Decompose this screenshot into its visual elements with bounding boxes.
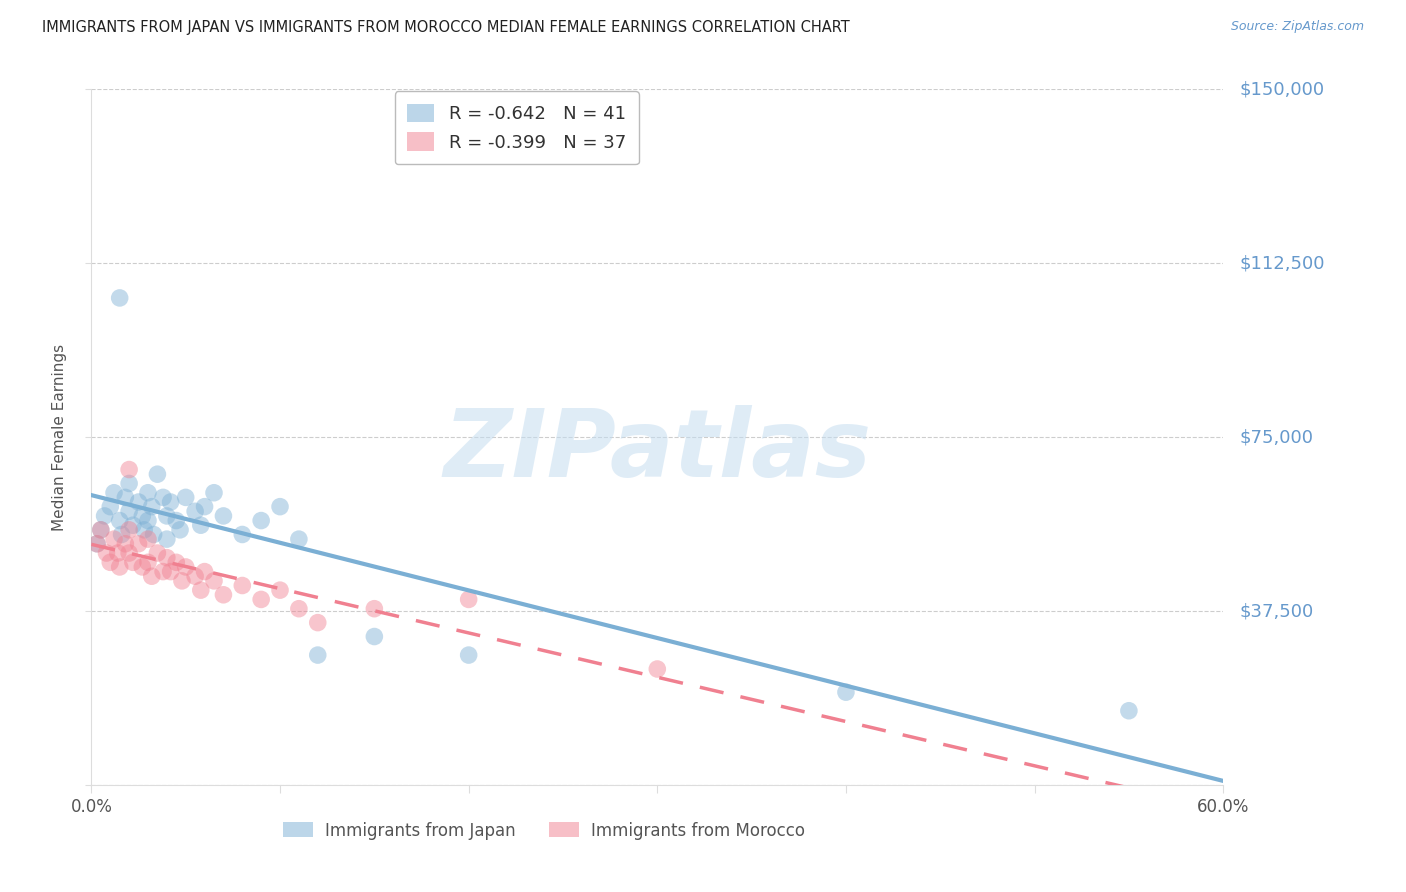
Point <box>269 500 291 514</box>
Point <box>288 601 311 615</box>
Point <box>457 648 479 662</box>
Point <box>142 527 165 541</box>
Point <box>128 537 150 551</box>
Point <box>165 555 187 569</box>
Point <box>190 583 212 598</box>
Point <box>202 574 225 588</box>
Point <box>363 601 385 615</box>
Point <box>193 500 217 514</box>
Point <box>86 537 108 551</box>
Point <box>118 546 141 560</box>
Point <box>269 583 291 598</box>
Point <box>307 615 329 630</box>
Point <box>107 546 129 560</box>
Point <box>118 462 141 476</box>
Point <box>86 537 108 551</box>
Point <box>193 565 217 579</box>
Point <box>835 685 858 699</box>
Point <box>122 518 145 533</box>
Point <box>131 508 153 523</box>
Text: Source: ZipAtlas.com: Source: ZipAtlas.com <box>1230 20 1364 33</box>
Point <box>114 537 136 551</box>
Point <box>108 560 131 574</box>
Point <box>98 500 121 514</box>
Point <box>156 532 179 546</box>
Point <box>156 550 179 565</box>
Legend: Immigrants from Japan, Immigrants from Morocco: Immigrants from Japan, Immigrants from M… <box>277 815 811 847</box>
Point <box>457 592 479 607</box>
Point <box>118 523 141 537</box>
Point <box>1118 704 1140 718</box>
Y-axis label: Median Female Earnings: Median Female Earnings <box>52 343 67 531</box>
Point <box>90 523 112 537</box>
Point <box>118 476 141 491</box>
Point <box>169 523 191 537</box>
Point <box>152 491 174 505</box>
Point <box>159 565 181 579</box>
Point <box>190 518 212 533</box>
Text: IMMIGRANTS FROM JAPAN VS IMMIGRANTS FROM MOROCCO MEDIAN FEMALE EARNINGS CORRELAT: IMMIGRANTS FROM JAPAN VS IMMIGRANTS FROM… <box>42 20 851 35</box>
Point <box>202 485 225 500</box>
Point <box>136 514 159 528</box>
Point <box>128 495 150 509</box>
Point <box>159 495 181 509</box>
Point <box>174 560 197 574</box>
Point <box>146 467 169 482</box>
Point <box>250 514 273 528</box>
Point <box>131 560 153 574</box>
Point <box>136 485 159 500</box>
Text: $37,500: $37,500 <box>1240 602 1315 620</box>
Point <box>212 508 235 523</box>
Point <box>184 569 207 583</box>
Point <box>134 523 156 537</box>
Point <box>98 555 121 569</box>
Point <box>231 527 253 541</box>
Text: ZIPatlas: ZIPatlas <box>443 405 872 497</box>
Point <box>165 514 187 528</box>
Point <box>141 569 163 583</box>
Point <box>363 630 385 644</box>
Text: $75,000: $75,000 <box>1240 428 1313 446</box>
Point <box>141 500 163 514</box>
Point <box>103 485 125 500</box>
Point <box>136 532 159 546</box>
Point <box>146 546 169 560</box>
Point <box>212 588 235 602</box>
Point <box>174 491 197 505</box>
Point <box>645 662 668 676</box>
Point <box>122 555 145 569</box>
Point <box>152 565 174 579</box>
Point <box>156 508 179 523</box>
Point <box>90 523 112 537</box>
Point <box>103 532 125 546</box>
Text: $112,500: $112,500 <box>1240 254 1326 272</box>
Point <box>110 527 132 541</box>
Point <box>288 532 311 546</box>
Point <box>96 546 118 560</box>
Point <box>136 555 159 569</box>
Point <box>108 291 131 305</box>
Point <box>231 578 253 592</box>
Point <box>93 508 115 523</box>
Point <box>108 514 131 528</box>
Text: $150,000: $150,000 <box>1240 80 1324 98</box>
Point <box>307 648 329 662</box>
Point <box>250 592 273 607</box>
Point <box>114 491 136 505</box>
Point <box>184 504 207 518</box>
Point <box>118 504 141 518</box>
Point <box>170 574 193 588</box>
